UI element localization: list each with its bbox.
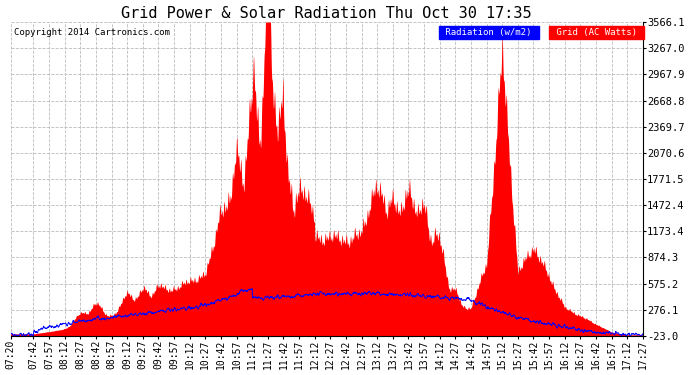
Title: Grid Power & Solar Radiation Thu Oct 30 17:35: Grid Power & Solar Radiation Thu Oct 30 … — [121, 6, 532, 21]
Text: Radiation (w/m2): Radiation (w/m2) — [440, 28, 538, 37]
Text: Grid (AC Watts): Grid (AC Watts) — [551, 28, 642, 37]
Text: Copyright 2014 Cartronics.com: Copyright 2014 Cartronics.com — [14, 28, 170, 37]
